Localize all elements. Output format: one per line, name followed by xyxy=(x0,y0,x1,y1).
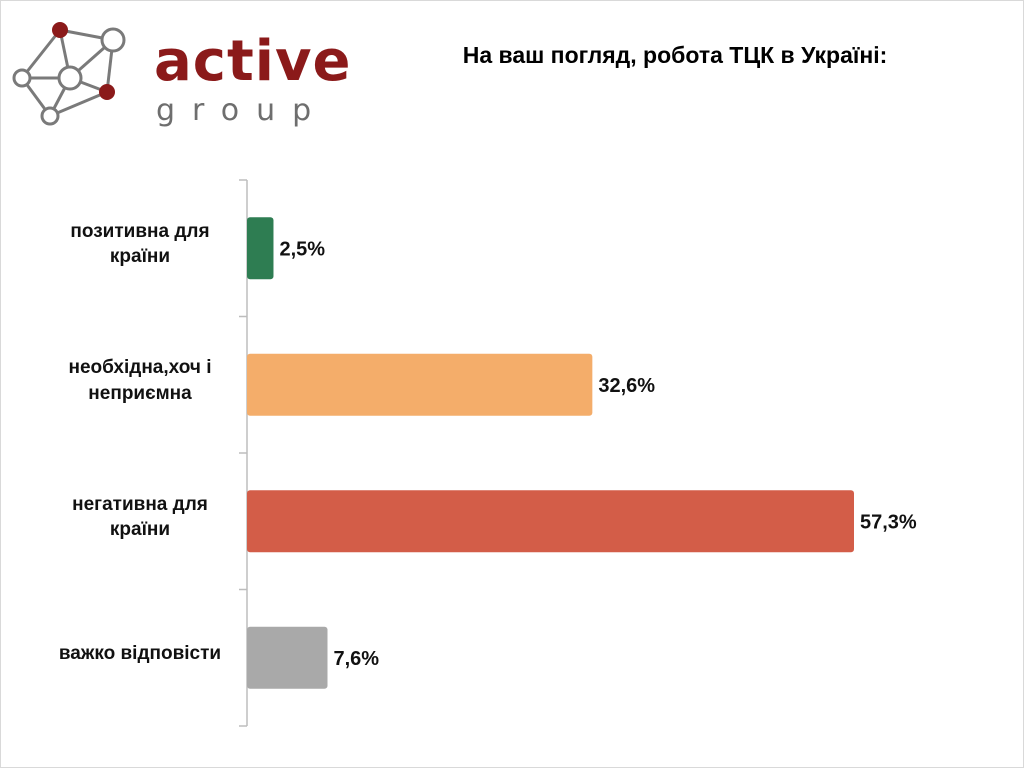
category-label: важко відповісти xyxy=(58,642,222,664)
category-label: негативна для країни xyxy=(72,493,208,541)
logo: active group xyxy=(8,12,352,130)
logo-subtitle: group xyxy=(156,93,329,128)
bar xyxy=(247,626,328,689)
logo-wordmark: active xyxy=(154,29,352,94)
category-label: позитивна для країни xyxy=(70,220,210,268)
bar xyxy=(247,490,854,553)
network-logo-icon xyxy=(12,22,126,126)
data-label: 57,3% xyxy=(860,511,917,533)
data-label: 7,6% xyxy=(334,648,380,670)
chart-title: На ваш погляд, робота ТЦК в Україні: xyxy=(462,42,888,68)
category-label: необхідна,хоч і неприємна xyxy=(68,357,212,404)
data-label: 2,5% xyxy=(279,238,325,260)
data-label: 32,6% xyxy=(598,375,655,397)
bar xyxy=(247,353,593,416)
bar xyxy=(247,217,274,280)
